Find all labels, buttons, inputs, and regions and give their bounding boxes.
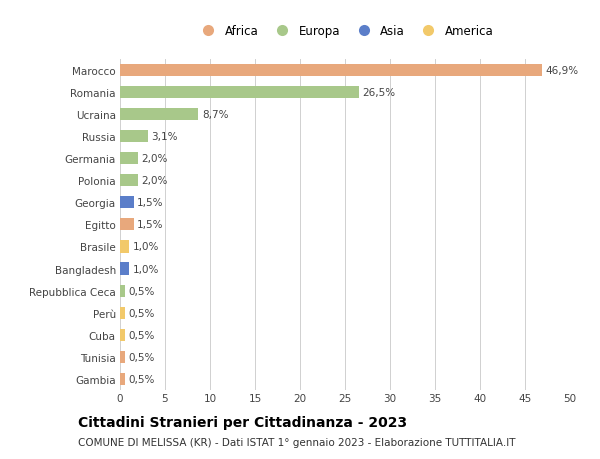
Text: 2,0%: 2,0% (142, 176, 168, 186)
Bar (120, 241, 129, 253)
Legend: Africa, Europa, Asia, America: Africa, Europa, Asia, America (194, 22, 496, 40)
Bar (120, 175, 138, 187)
Bar (120, 307, 125, 319)
Text: 46,9%: 46,9% (546, 66, 579, 76)
Bar (120, 219, 133, 231)
Bar (120, 285, 125, 297)
Text: 0,5%: 0,5% (128, 286, 154, 296)
Bar (120, 131, 148, 143)
Bar (120, 153, 138, 165)
Text: 8,7%: 8,7% (202, 110, 229, 120)
Text: 0,5%: 0,5% (128, 352, 154, 362)
Text: 0,5%: 0,5% (128, 374, 154, 384)
Bar (120, 109, 198, 121)
Text: COMUNE DI MELISSA (KR) - Dati ISTAT 1° gennaio 2023 - Elaborazione TUTTITALIA.IT: COMUNE DI MELISSA (KR) - Dati ISTAT 1° g… (78, 437, 515, 447)
Bar (120, 351, 125, 363)
Text: 0,5%: 0,5% (128, 330, 154, 340)
Bar (120, 263, 129, 275)
Text: 0,5%: 0,5% (128, 308, 154, 318)
Text: 1,5%: 1,5% (137, 198, 164, 208)
Bar (120, 87, 359, 99)
Text: 1,0%: 1,0% (133, 242, 159, 252)
Text: 2,0%: 2,0% (142, 154, 168, 164)
Text: 3,1%: 3,1% (151, 132, 178, 142)
Bar (120, 197, 133, 209)
Bar (120, 373, 125, 385)
Text: Cittadini Stranieri per Cittadinanza - 2023: Cittadini Stranieri per Cittadinanza - 2… (78, 415, 407, 429)
Text: 1,0%: 1,0% (133, 264, 159, 274)
Bar (120, 329, 125, 341)
Text: 26,5%: 26,5% (362, 88, 395, 98)
Text: 1,5%: 1,5% (137, 220, 164, 230)
Bar (120, 65, 542, 77)
